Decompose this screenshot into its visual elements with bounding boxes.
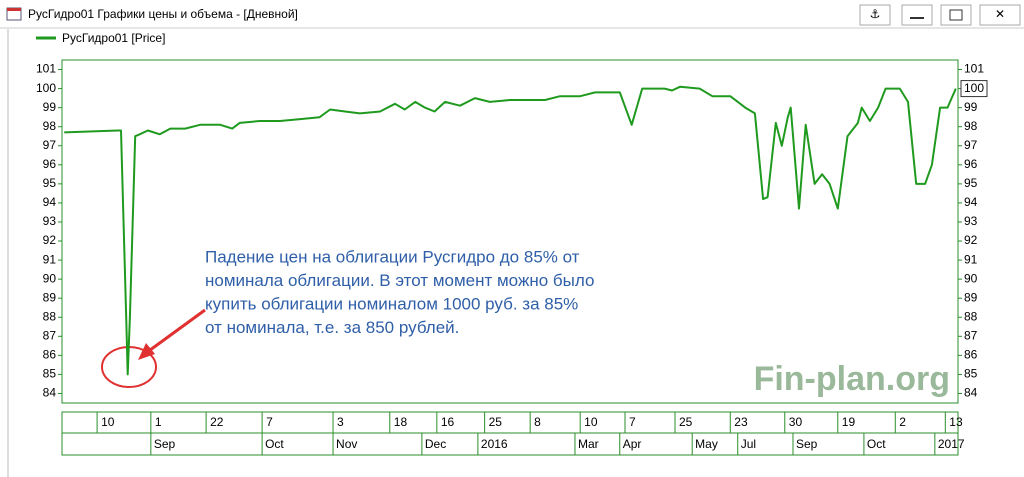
y-tick-label: 84	[43, 386, 57, 400]
y2-tick-label: 84	[964, 386, 978, 400]
x-tick-label: 30	[789, 415, 803, 429]
y2-tick-label: 96	[964, 157, 978, 171]
app-icon-top	[7, 8, 21, 11]
y-tick-label: 95	[43, 176, 57, 190]
x-tick-label: 7	[629, 415, 636, 429]
y-tick-label: 99	[43, 100, 57, 114]
x-month-label: Jul	[741, 437, 756, 451]
x-month-label: Oct	[265, 437, 284, 451]
y-tick-label: 94	[43, 195, 57, 209]
y-tick-label: 100	[36, 81, 56, 95]
x-tick-label: 7	[266, 415, 273, 429]
annotation-line: от номинала, т.е. за 850 рублей.	[205, 318, 459, 337]
y-tick-label: 87	[43, 328, 57, 342]
x-month-label: Oct	[867, 437, 886, 451]
x-month-label: Apr	[623, 437, 642, 451]
y2-tick-label: 91	[964, 252, 978, 266]
annotation-line: купить облигации номиналом 1000 руб. за …	[205, 294, 578, 313]
x-month-label: 2016	[481, 437, 508, 451]
x-month-label: Nov	[336, 437, 357, 451]
y-tick-label: 92	[43, 233, 57, 247]
y-tick-label: 98	[43, 119, 57, 133]
y2-tick-label: 89	[964, 290, 978, 304]
arrow-head	[138, 343, 155, 360]
x-month-label: Sep	[154, 437, 176, 451]
x-tick-label: 2	[899, 415, 906, 429]
title-bar	[0, 0, 1024, 28]
x-month-label: Mar	[578, 437, 599, 451]
x-tick-label: 10	[101, 415, 115, 429]
y-tick-label: 97	[43, 138, 57, 152]
y2-tick-label: 97	[964, 138, 978, 152]
watermark: Fin-plan.org	[754, 360, 950, 398]
y2-tick-label: 93	[964, 214, 978, 228]
y2-tick-label: 100	[964, 81, 984, 95]
x-month-label: May	[695, 437, 718, 451]
maximize-button[interactable]	[940, 4, 972, 26]
pin-button[interactable]	[859, 4, 891, 26]
annotation-line: номинала облигации. В этот момент можно …	[205, 271, 594, 290]
y2-tick-label: 101	[964, 62, 984, 76]
y-tick-label: 89	[43, 290, 57, 304]
x-tick-label: 25	[679, 415, 693, 429]
y-tick-label: 90	[43, 271, 57, 285]
y-tick-label: 86	[43, 348, 57, 362]
x-tick-label: 13	[949, 415, 963, 429]
pin-icon: ⚓	[870, 7, 881, 21]
x-tick-label: 19	[842, 415, 856, 429]
current-value-box	[960, 80, 988, 98]
y2-tick-label: 90	[964, 271, 978, 285]
y2-tick-label: 94	[964, 195, 978, 209]
y-tick-label: 96	[43, 157, 57, 171]
y2-tick-label: 87	[964, 328, 978, 342]
x-tick-label: 8	[534, 415, 541, 429]
legend-label: РусГидро01 [Price]	[62, 31, 165, 45]
x-tick-label: 1	[155, 415, 162, 429]
y2-tick-label: 99	[964, 100, 978, 114]
price-line	[64, 85, 957, 376]
x-tick-label: 18	[394, 415, 408, 429]
y2-tick-label: 98	[964, 119, 978, 133]
x-tick-label: 3	[337, 415, 344, 429]
x-month-label: Dec	[425, 437, 446, 451]
x-tick-label: 16	[441, 415, 455, 429]
annotation-line: Падение цен на облигации Русгидро до 85%…	[205, 247, 580, 266]
close-icon: ✕	[995, 7, 1005, 21]
y-tick-label: 85	[43, 367, 57, 381]
y-tick-label: 93	[43, 214, 57, 228]
window-title: РусГидро01 Графики цены и объема - [Днев…	[28, 7, 298, 21]
y2-tick-label: 88	[964, 309, 978, 323]
x-month-label: Sep	[796, 437, 818, 451]
maximize-icon	[949, 9, 963, 21]
plot-frame	[61, 59, 959, 404]
x-tick-label: 22	[210, 415, 224, 429]
x-tick-label: 25	[489, 415, 503, 429]
x-month-label: 2017	[938, 437, 965, 451]
y2-tick-label: 92	[964, 233, 978, 247]
y2-tick-label: 85	[964, 367, 978, 381]
y-tick-label: 91	[43, 252, 57, 266]
x-tick-label: 23	[734, 415, 748, 429]
y2-tick-label: 86	[964, 348, 978, 362]
minimize-button[interactable]	[901, 4, 933, 26]
arrow-shaft	[145, 308, 206, 355]
y-tick-label: 101	[36, 62, 56, 76]
y2-tick-label: 95	[964, 176, 978, 190]
close-button[interactable]	[979, 4, 1021, 26]
y-tick-label: 88	[43, 309, 57, 323]
x-tick-label: 10	[584, 415, 598, 429]
